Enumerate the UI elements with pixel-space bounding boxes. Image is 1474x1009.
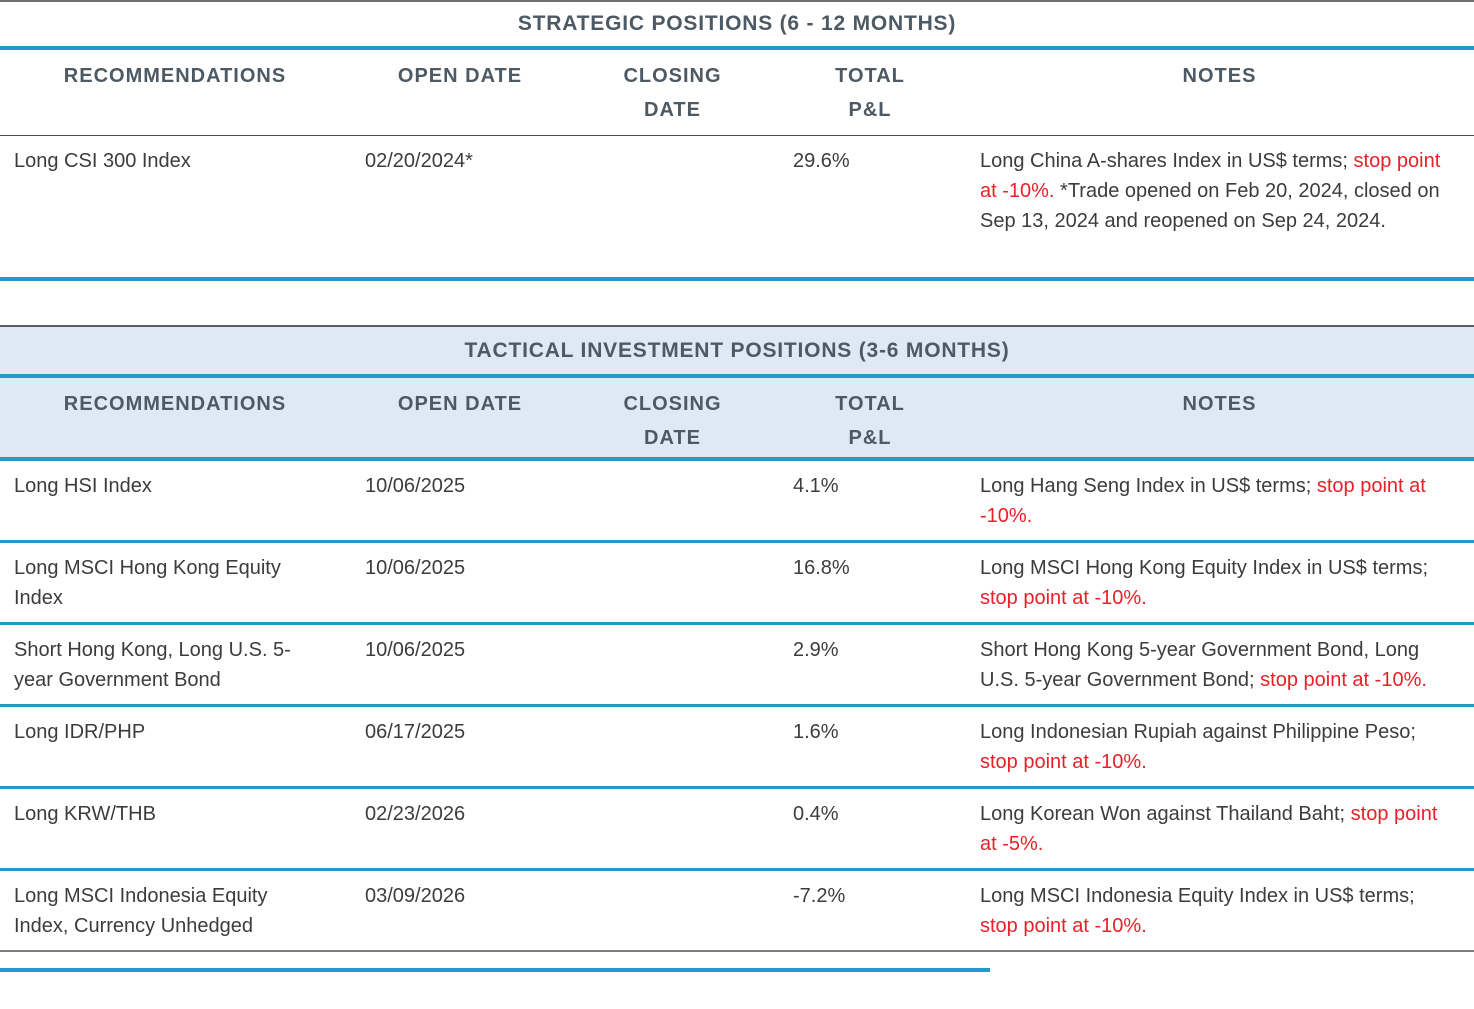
total-pl-cell: 29.6%: [793, 150, 850, 172]
recommendation-cell: Long KRW/THB: [14, 803, 156, 825]
recommendation-cell: Long IDR/PHP: [14, 721, 146, 743]
column-header-open-date: OPEN DATE: [397, 65, 523, 87]
table-row: Long IDR/PHP 06/17/2025 1.6% Long Indonesia…: [0, 707, 1474, 786]
table-row: Long MSCI Indonesia Equity Index, Curren…: [0, 871, 1474, 950]
closing-date-cell: [570, 471, 775, 531]
row-divider-rule: [0, 786, 1474, 789]
open-date-cell: 10/06/2025: [365, 557, 466, 579]
column-header-recommendations: RECOMMENDATIONS: [63, 393, 287, 415]
stop-point-note-segment: stop point at -10%.: [980, 915, 1147, 937]
stop-point-note-segment: stop point at -10%.: [980, 150, 1441, 202]
column-header-notes: NOTES: [1182, 393, 1257, 415]
table-row: Short Hong Kong, Long U.S. 5-year Govern…: [0, 625, 1474, 704]
title-underline-rule: [0, 46, 1474, 50]
row-divider-rule: [0, 622, 1474, 625]
open-date-cell: 10/06/2025: [365, 639, 466, 661]
title-underline-rule: [0, 374, 1474, 378]
recommendation-cell: Long MSCI Hong Kong Equity Index: [14, 557, 281, 609]
column-header-closing-date: CLOSING DATE: [623, 65, 722, 121]
tactical-rows: Long HSI Index 10/06/2025 4.1% Long Hang Se…: [0, 461, 1474, 950]
open-date-cell: 02/20/2024*: [365, 150, 473, 172]
table-row: Long CSI 300 Index 02/20/2024* 29.6% Long C…: [0, 136, 1474, 277]
open-date-cell: 10/06/2025: [365, 475, 466, 497]
notes-cell: Long MSCI Hong Kong Equity Index in US$ …: [965, 553, 1474, 613]
closing-date-cell: [570, 717, 775, 777]
note-text-segment: Long MSCI Indonesia Equity Index in US$ …: [980, 885, 1415, 907]
note-text-segment: Short Hong Kong 5-year Government Bond, …: [980, 639, 1420, 691]
recommendation-cell: Short Hong Kong, Long U.S. 5-year Govern…: [14, 639, 291, 691]
report-bottom-divider-line: [0, 950, 1474, 952]
stop-point-note-segment: stop point at -10%.: [1260, 669, 1427, 691]
total-pl-cell: 4.1%: [793, 475, 839, 497]
notes-text: Short Hong Kong 5-year Government Bond, …: [980, 635, 1442, 695]
closing-date-cell: [570, 881, 775, 941]
section-title-text: TACTICAL INVESTMENT POSITIONS (3-6 MONTH…: [464, 338, 1010, 362]
total-pl-cell: 1.6%: [793, 721, 839, 743]
total-pl-cell: 0.4%: [793, 803, 839, 825]
notes-text: Long MSCI Indonesia Equity Index in US$ …: [980, 881, 1442, 941]
strategic-positions-section: STRATEGIC POSITIONS (6 - 12 MONTHS) RECO…: [0, 0, 1474, 281]
closing-date-cell: [570, 553, 775, 613]
tactical-column-header-row: RECOMMENDATIONS OPEN DATE CLOSING DATE T…: [0, 378, 1474, 457]
notes-cell: Long Korean Won against Thailand Baht; s…: [965, 799, 1474, 859]
notes-cell: Short Hong Kong 5-year Government Bond, …: [965, 635, 1474, 695]
total-pl-cell: 16.8%: [793, 557, 850, 579]
tactical-section-title: TACTICAL INVESTMENT POSITIONS (3-6 MONTH…: [0, 327, 1474, 374]
notes-text: Long China A-shares Index in US$ terms; …: [980, 146, 1442, 236]
closing-date-cell: [570, 635, 775, 695]
closing-date-cell: [570, 799, 775, 859]
section-bottom-rule: [0, 277, 1474, 281]
total-pl-cell: -7.2%: [793, 885, 846, 907]
stop-point-note-segment: stop point at -10%.: [980, 751, 1147, 773]
recommendation-cell: Long HSI Index: [14, 475, 152, 497]
total-pl-cell: 2.9%: [793, 639, 839, 661]
row-divider-rule: [0, 540, 1474, 543]
notes-text: Long MSCI Hong Kong Equity Index in US$ …: [980, 553, 1442, 613]
strategic-section-title: STRATEGIC POSITIONS (6 - 12 MONTHS): [0, 2, 1474, 46]
row-divider-rule: [0, 868, 1474, 871]
open-date-cell: 02/23/2026: [365, 803, 466, 825]
note-text-segment: Long MSCI Hong Kong Equity Index in US$ …: [980, 557, 1429, 579]
notes-text: Long Hang Seng Index in US$ terms; stop …: [980, 471, 1442, 531]
note-text-segment: Long Indonesian Rupiah against Philippin…: [980, 721, 1416, 743]
note-text-segment: *Trade opened on Feb 20, 2024, closed on…: [980, 180, 1440, 232]
column-header-total-pl: TOTAL P&L: [835, 393, 905, 449]
table-row: Long KRW/THB 02/23/2026 0.4% Long Korean Wo…: [0, 789, 1474, 868]
notes-cell: Long Hang Seng Index in US$ terms; stop …: [965, 471, 1474, 531]
strategic-rows: Long CSI 300 Index 02/20/2024* 29.6% Long C…: [0, 136, 1474, 277]
column-header-notes: NOTES: [1182, 65, 1257, 87]
section-title-text: STRATEGIC POSITIONS (6 - 12 MONTHS): [517, 12, 957, 35]
header-underline-rule: [0, 457, 1474, 461]
footer-blue-rule: [0, 968, 990, 972]
column-header-closing-date: CLOSING DATE: [623, 393, 722, 449]
recommendation-cell: Long CSI 300 Index: [14, 150, 191, 172]
open-date-cell: 03/09/2026: [365, 885, 466, 907]
table-row: Long HSI Index 10/06/2025 4.1% Long Hang Se…: [0, 461, 1474, 540]
column-header-open-date: OPEN DATE: [397, 393, 523, 415]
column-header-recommendations: RECOMMENDATIONS: [63, 65, 287, 87]
notes-text: Long Indonesian Rupiah against Philippin…: [980, 717, 1442, 777]
notes-cell: Long China A-shares Index in US$ terms; …: [965, 146, 1474, 268]
stop-point-note-segment: stop point at -10%.: [980, 475, 1426, 527]
closing-date-cell: [570, 146, 775, 268]
notes-cell: Long Indonesian Rupiah against Philippin…: [965, 717, 1474, 777]
notes-text: Long Korean Won against Thailand Baht; s…: [980, 799, 1442, 859]
row-divider-rule: [0, 704, 1474, 707]
note-text-segment: Long Korean Won against Thailand Baht;: [980, 803, 1351, 825]
table-row: Long MSCI Hong Kong Equity Index 10/06/20…: [0, 543, 1474, 622]
tactical-positions-section: TACTICAL INVESTMENT POSITIONS (3-6 MONTH…: [0, 325, 1474, 950]
note-text-segment: Long China A-shares Index in US$ terms;: [980, 150, 1354, 172]
recommendation-cell: Long MSCI Indonesia Equity Index, Curren…: [14, 885, 268, 937]
notes-cell: Long MSCI Indonesia Equity Index in US$ …: [965, 881, 1474, 941]
strategic-column-header-row: RECOMMENDATIONS OPEN DATE CLOSING DATE T…: [0, 50, 1474, 136]
stop-point-note-segment: stop point at -5%.: [980, 803, 1438, 855]
stop-point-note-segment: stop point at -10%.: [980, 587, 1147, 609]
note-text-segment: Long Hang Seng Index in US$ terms;: [980, 475, 1317, 497]
open-date-cell: 06/17/2025: [365, 721, 466, 743]
column-header-total-pl: TOTAL P&L: [835, 65, 905, 121]
